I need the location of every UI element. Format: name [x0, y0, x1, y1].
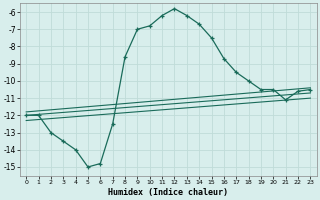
X-axis label: Humidex (Indice chaleur): Humidex (Indice chaleur) [108, 188, 228, 197]
